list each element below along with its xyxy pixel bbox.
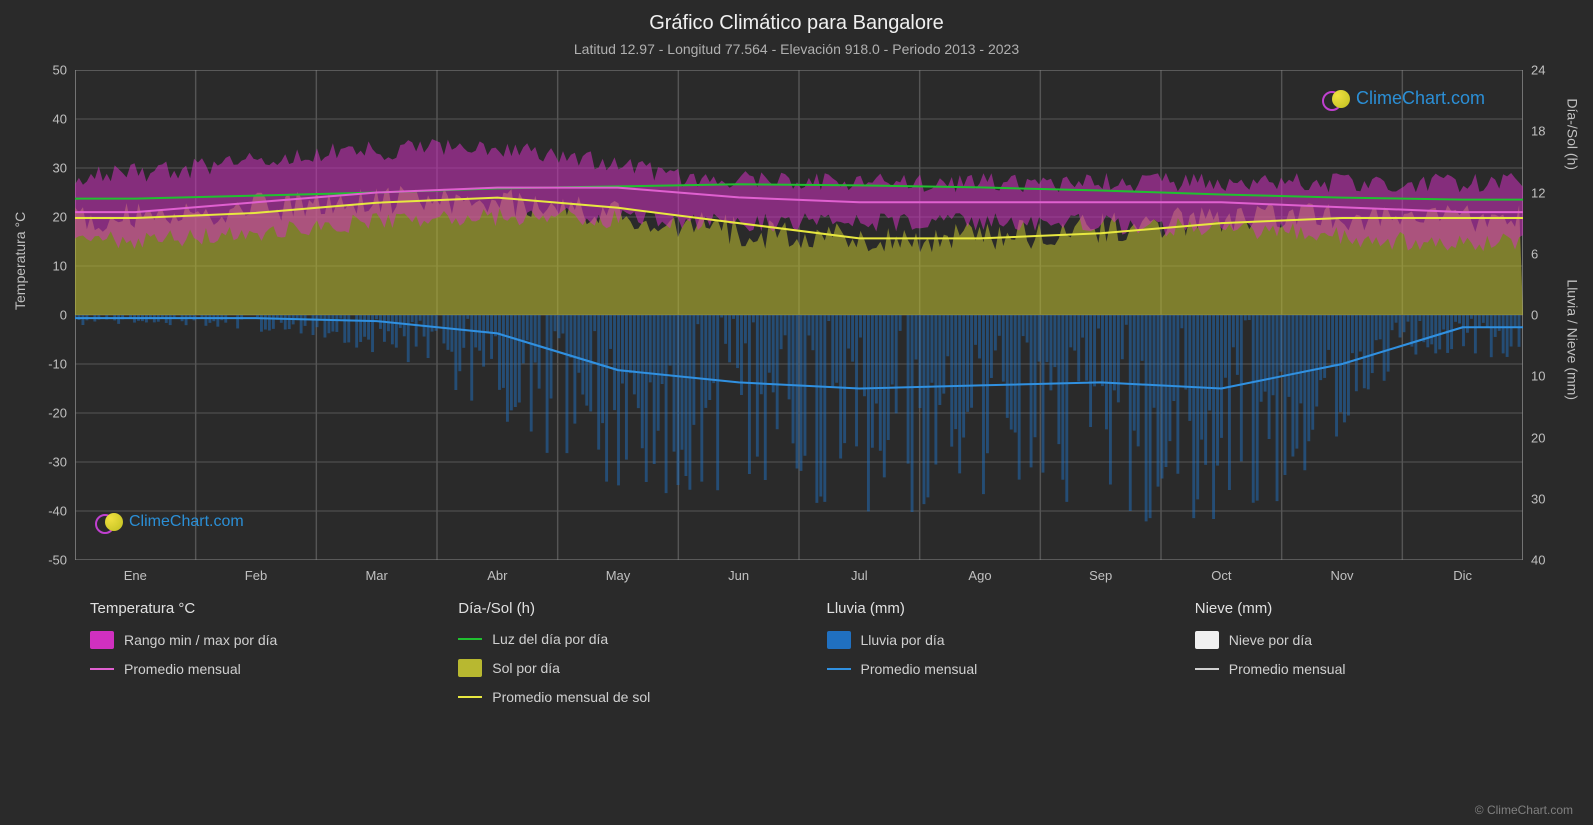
y-left-tick: -30 (48, 455, 67, 470)
chart-subtitle: Latitud 12.97 - Longitud 77.564 - Elevac… (0, 35, 1593, 57)
x-tick-month: Ene (124, 568, 147, 583)
legend-label: Promedio mensual (861, 661, 978, 677)
legend-column: Nieve (mm) Nieve por día Promedio mensual (1195, 600, 1523, 717)
legend-label: Lluvia por día (861, 632, 945, 648)
y-left-tick: 30 (53, 161, 67, 176)
plot-area: ClimeChart.com ClimeChart.com -50-40-30-… (75, 70, 1523, 560)
legend-line-swatch (90, 668, 114, 670)
legend-label: Rango min / max por día (124, 632, 277, 648)
legend-item: Lluvia por día (827, 631, 1155, 649)
x-tick-month: Nov (1330, 568, 1353, 583)
x-tick-month: Dic (1453, 568, 1472, 583)
legend-column: Día-/Sol (h) Luz del día por día Sol por d… (458, 600, 786, 717)
legend: Temperatura °C Rango min / max por día Pro… (90, 600, 1523, 717)
plot-svg (75, 70, 1523, 560)
y-left-tick: 10 (53, 259, 67, 274)
legend-column: Temperatura °C Rango min / max por día Pro… (90, 600, 418, 717)
logo-text: ClimeChart.com (129, 513, 244, 531)
y-right-tick: 40 (1531, 553, 1545, 568)
legend-swatch (1195, 631, 1219, 649)
legend-title: Lluvia (mm) (827, 600, 1155, 617)
legend-label: Luz del día por día (492, 631, 608, 647)
y-left-tick: -20 (48, 406, 67, 421)
y-left-tick: 20 (53, 210, 67, 225)
legend-line-swatch (458, 638, 482, 640)
x-tick-month: Jun (728, 568, 749, 583)
legend-item: Promedio mensual (90, 661, 418, 677)
legend-label: Nieve por día (1229, 632, 1312, 648)
x-tick-month: Oct (1211, 568, 1231, 583)
legend-item: Promedio mensual de sol (458, 689, 786, 705)
x-tick-month: Sep (1089, 568, 1112, 583)
y-right-tick: 6 (1531, 246, 1538, 261)
y-left-tick: -10 (48, 357, 67, 372)
y-right-tick: 10 (1531, 369, 1545, 384)
y-right-tick: 18 (1531, 124, 1545, 139)
chart-title: Gráfico Climático para Bangalore (0, 0, 1593, 35)
y-left-tick: -50 (48, 553, 67, 568)
x-tick-month: May (606, 568, 631, 583)
legend-swatch (458, 659, 482, 677)
legend-line-swatch (1195, 668, 1219, 670)
legend-item: Nieve por día (1195, 631, 1523, 649)
y-left-label: Temperatura °C (12, 212, 28, 310)
y-left-tick: 0 (60, 308, 67, 323)
y-left-tick: -40 (48, 504, 67, 519)
y-right-tick: 30 (1531, 491, 1545, 506)
logo-icon (1322, 89, 1350, 109)
climate-chart: Gráfico Climático para Bangalore Latitud… (0, 0, 1593, 825)
legend-label: Promedio mensual de sol (492, 689, 650, 705)
legend-item: Promedio mensual (1195, 661, 1523, 677)
x-tick-month: Ago (968, 568, 991, 583)
x-tick-month: Feb (245, 568, 267, 583)
x-tick-month: Jul (851, 568, 868, 583)
legend-label: Promedio mensual (1229, 661, 1346, 677)
y-right-tick: 0 (1531, 308, 1538, 323)
legend-title: Temperatura °C (90, 600, 418, 617)
legend-line-swatch (458, 696, 482, 698)
legend-swatch (90, 631, 114, 649)
legend-item: Promedio mensual (827, 661, 1155, 677)
legend-label: Promedio mensual (124, 661, 241, 677)
y-left-tick: 40 (53, 112, 67, 127)
legend-line-swatch (827, 668, 851, 670)
legend-title: Día-/Sol (h) (458, 600, 786, 617)
x-tick-month: Abr (487, 568, 507, 583)
legend-item: Sol por día (458, 659, 786, 677)
watermark-logo-bottom: ClimeChart.com (95, 512, 244, 532)
copyright: © ClimeChart.com (1475, 803, 1573, 817)
logo-text: ClimeChart.com (1356, 88, 1485, 109)
legend-swatch (827, 631, 851, 649)
y-right-tick: 12 (1531, 185, 1545, 200)
y-left-tick: 50 (53, 63, 67, 78)
y-right-bot-label: Lluvia / Nieve (mm) (1565, 279, 1581, 400)
logo-icon (95, 512, 123, 532)
legend-item: Rango min / max por día (90, 631, 418, 649)
y-right-tick: 24 (1531, 63, 1545, 78)
x-tick-month: Mar (365, 568, 387, 583)
y-right-top-label: Día-/Sol (h) (1565, 98, 1581, 170)
watermark-logo-top: ClimeChart.com (1322, 88, 1485, 109)
legend-title: Nieve (mm) (1195, 600, 1523, 617)
legend-column: Lluvia (mm) Lluvia por día Promedio mensua… (827, 600, 1155, 717)
y-right-tick: 20 (1531, 430, 1545, 445)
legend-item: Luz del día por día (458, 631, 786, 647)
legend-label: Sol por día (492, 660, 560, 676)
